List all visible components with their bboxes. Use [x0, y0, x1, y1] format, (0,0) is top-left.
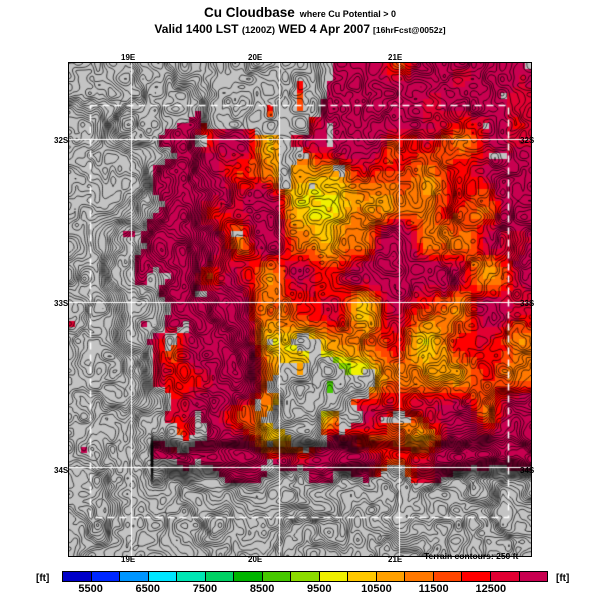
lat-tick-label-right-1: 33S	[520, 299, 535, 308]
colorbar-swatch-0	[63, 572, 92, 581]
colorbar-unit-left: [ft]	[36, 573, 50, 584]
colorbar-swatches	[62, 571, 548, 582]
colorbar-swatch-4	[177, 572, 206, 581]
colorbar-swatch-7	[262, 572, 292, 581]
colorbar-tick-7500: 7500	[192, 583, 218, 595]
colorbar-swatch-16	[519, 572, 548, 581]
colorbar-swatch-6	[234, 572, 263, 581]
lon-tick-label-top-0: 19E	[121, 53, 136, 62]
lon-tick-label-0: 19E	[121, 555, 136, 564]
forecast-tag-label: [16hrFcst@0052z]	[373, 25, 446, 35]
lon-tick-label-top-1: 20E	[248, 53, 263, 62]
terrain-contour-canvas	[69, 63, 531, 556]
title-line-secondary: Valid 1400 LST (1200Z) WED 4 Apr 2007 [16…	[0, 22, 600, 38]
colorbar-swatch-14	[462, 572, 491, 581]
colorbar-swatch-12	[405, 572, 434, 581]
terrain-contour-note: Terrain contours: 250 ft	[424, 551, 519, 561]
page-title: Cu Cloudbase	[203, 5, 295, 20]
colorbar-swatch-5	[205, 572, 235, 581]
colorbar-swatch-15	[490, 572, 520, 581]
colorbar: 5500 6500 7500 8500 9500 10500 11500 12500	[62, 571, 548, 595]
lon-tick-label-2: 21E	[388, 555, 403, 564]
valid-date-label: WED 4 Apr 2007	[278, 22, 371, 36]
colorbar-swatch-11	[376, 572, 406, 581]
colorbar-swatch-10	[348, 572, 377, 581]
colorbar-swatch-2	[120, 572, 149, 581]
title-qualifier: where Cu Potential > 0	[299, 9, 397, 19]
colorbar-tick-6500: 6500	[135, 583, 160, 595]
lat-tick-label-right-0: 32S	[520, 136, 535, 145]
colorbar-swatch-13	[433, 572, 463, 581]
lat-tick-label-right-2: 34S	[520, 466, 535, 475]
colorbar-tick-12500: 12500	[475, 583, 507, 595]
colorbar-tick-9500: 9500	[307, 583, 332, 595]
colorbar-swatch-3	[148, 572, 178, 581]
colorbar-tick-10500: 10500	[361, 583, 392, 595]
colorbar-swatch-8	[291, 572, 320, 581]
lat-tick-label-0: 32S	[54, 136, 69, 145]
colorbar-unit-right: [ft]	[556, 573, 570, 584]
colorbar-tick-11500: 11500	[418, 583, 449, 595]
valid-utc-label: (1200Z)	[241, 25, 276, 36]
lon-tick-label-top-2: 21E	[388, 53, 403, 62]
colorbar-swatch-1	[91, 572, 121, 581]
title-block: Cu Cloudbase where Cu Potential > 0 Valid…	[0, 6, 600, 38]
map-plot-area	[68, 62, 532, 557]
valid-time-label: Valid 1400 LST	[154, 22, 239, 36]
colorbar-swatch-9	[319, 572, 349, 581]
lat-tick-label-2: 34S	[54, 466, 69, 475]
lat-tick-label-1: 33S	[54, 299, 69, 308]
title-line-primary: Cu Cloudbase where Cu Potential > 0	[0, 6, 600, 21]
lon-tick-label-1: 20E	[248, 555, 263, 564]
colorbar-tick-8500: 8500	[249, 583, 275, 595]
colorbar-tick-5500: 5500	[78, 583, 103, 595]
